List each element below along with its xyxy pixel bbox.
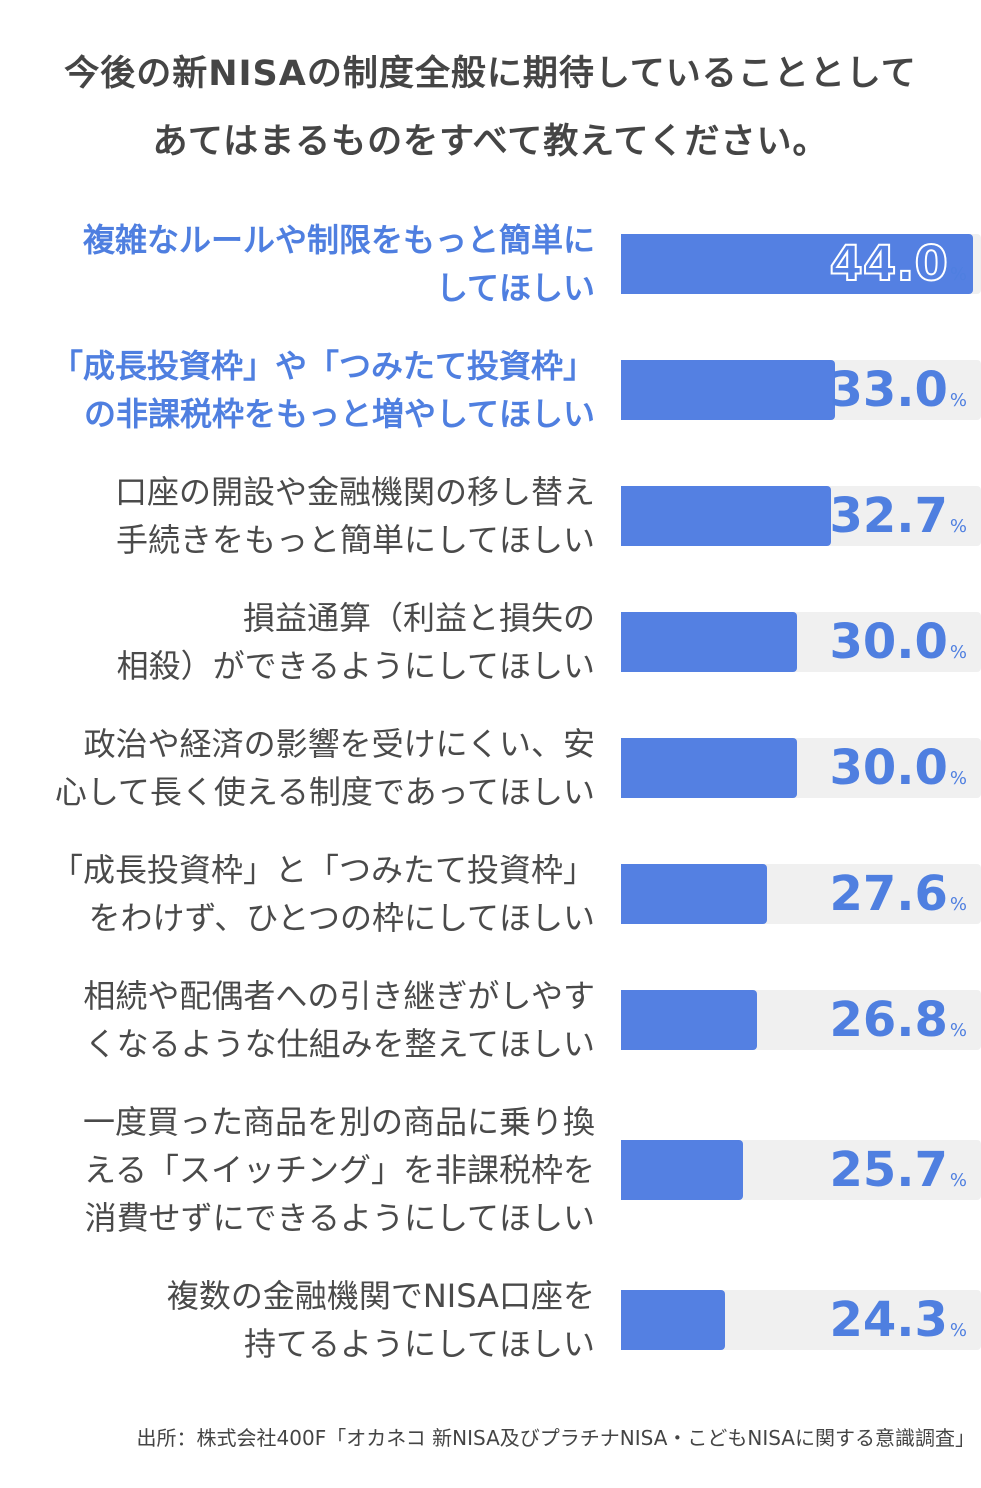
category-label: 政治や経済の影響を受けにくい、安心して長く使える制度であってほしい bbox=[55, 720, 595, 816]
bar-track: 24.3% bbox=[621, 1290, 981, 1350]
data-label-value: 25.7 bbox=[829, 1142, 948, 1198]
data-label-value: 30.0 bbox=[829, 614, 948, 670]
data-label-value: 33.0 bbox=[829, 362, 948, 418]
category-label: 「成長投資枠」や「つみたて投資枠」の非課税枠をもっと増やしてほしい bbox=[51, 342, 595, 438]
category-label-line: える「スイッチング」を非課税枠を bbox=[83, 1151, 595, 1189]
category-label-line: 損益通算（利益と損失の bbox=[242, 599, 595, 637]
category-label-line: 相続や配偶者への引き継ぎがしやす bbox=[83, 977, 595, 1015]
data-label-unit: % bbox=[949, 516, 967, 537]
data-label-value: 24.3 bbox=[829, 1292, 948, 1348]
bar-track: 25.7% bbox=[621, 1140, 981, 1200]
bar-track: 27.6% bbox=[621, 864, 981, 924]
data-label-value: 30.0 bbox=[829, 740, 948, 796]
category-label: 相続や配偶者への引き継ぎがしやす くなるような仕組みを整えてほしい bbox=[83, 972, 595, 1068]
category-label-line: 政治や経済の影響を受けにくい、安 bbox=[83, 725, 595, 763]
category-label-line: 心して長く使える制度であってほしい bbox=[54, 773, 595, 811]
data-label: 25.7% bbox=[829, 1142, 967, 1198]
category-label-line: 持てるようにしてほしい bbox=[243, 1325, 595, 1363]
category-label-line: 複数の金融機関でNISA口座を bbox=[166, 1277, 595, 1315]
data-label-value: 44.0 bbox=[828, 235, 948, 293]
category-label-line: 複雑なルールや制限をもっと簡単に bbox=[82, 221, 595, 259]
category-label: 「成長投資枠」と「つみたて投資枠」をわけず、ひとつの枠にしてほしい bbox=[51, 846, 595, 942]
title-line-2: あてはまるものをすべて教えてください。 bbox=[152, 122, 829, 162]
bar-track: 33.0% bbox=[621, 360, 981, 420]
data-label: 44.0% bbox=[828, 235, 967, 293]
bar-track: 44.0% bbox=[621, 234, 981, 294]
bar-track: 30.0% bbox=[621, 612, 981, 672]
data-label: 27.6% bbox=[829, 866, 967, 922]
bar-track: 30.0% bbox=[621, 738, 981, 798]
category-label: 損益通算（利益と損失の相殺）ができるようにしてほしい bbox=[117, 594, 595, 690]
data-label-unit: % bbox=[949, 768, 967, 789]
data-label-unit: % bbox=[949, 642, 967, 663]
data-label-unit: % bbox=[949, 1320, 967, 1341]
category-label: 一度買った商品を別の商品に乗り換 える「スイッチング」を非課税枠を 消費せずにできる… bbox=[83, 1098, 595, 1242]
data-label-unit: % bbox=[949, 1020, 967, 1041]
category-label-line: 「成長投資枠」と「つみたて投資枠」 bbox=[50, 851, 595, 889]
category-label-line: 「成長投資枠」や「つみたて投資枠」 bbox=[50, 347, 595, 385]
bar bbox=[621, 1290, 726, 1350]
data-label: 32.7% bbox=[829, 488, 967, 544]
data-label-value: 27.6 bbox=[829, 866, 948, 922]
bar bbox=[621, 612, 798, 672]
category-label: 複数の金融機関でNISA口座を持てるようにしてほしい bbox=[167, 1272, 595, 1368]
bar bbox=[621, 1140, 744, 1200]
title-line-1: 今後の新NISAの制度全般に期待していることとして bbox=[64, 54, 917, 94]
data-label: 24.3% bbox=[829, 1292, 967, 1348]
category-label-line: くなるような仕組みを整えてほしい bbox=[84, 1025, 595, 1063]
data-label-value: 32.7 bbox=[829, 488, 948, 544]
bar bbox=[621, 234, 974, 294]
category-label-line: 一度買った商品を別の商品に乗り換 bbox=[82, 1103, 595, 1141]
bar bbox=[621, 990, 757, 1050]
data-label: 33.0% bbox=[829, 362, 967, 418]
category-label: 複雑なルールや制限をもっと簡単にしてほしい bbox=[83, 216, 595, 312]
data-label: 30.0% bbox=[829, 740, 967, 796]
category-label: 口座の開設や金融機関の移し替え 手続きをもっと簡単にしてほしい bbox=[115, 468, 595, 564]
bar bbox=[621, 738, 798, 798]
category-label-line: の非課税枠をもっと増やしてほしい bbox=[83, 395, 595, 433]
chart-title: 今後の新NISAの制度全般に期待していることとして あてはまるものをすべて教えて… bbox=[0, 40, 981, 176]
data-label: 30.0% bbox=[829, 614, 967, 670]
bar bbox=[621, 864, 767, 924]
bar bbox=[621, 486, 832, 546]
category-label-line: 相殺）ができるようにしてほしい bbox=[116, 647, 595, 685]
bar bbox=[621, 360, 835, 420]
data-label-unit: % bbox=[949, 1170, 967, 1191]
bar-track: 26.8% bbox=[621, 990, 981, 1050]
data-label-unit: % bbox=[949, 390, 967, 411]
category-label-line: 口座の開設や金融機関の移し替え bbox=[114, 473, 595, 511]
category-label-line: をわけず、ひとつの枠にしてほしい bbox=[88, 899, 595, 937]
data-label-unit: % bbox=[949, 894, 967, 915]
data-label: 26.8% bbox=[829, 992, 967, 1048]
category-label-line: してほしい bbox=[435, 269, 595, 307]
source-note: 出所：株式会社400F「オカネコ 新NISA及びプラチナNISA・こどもNISA… bbox=[136, 1426, 975, 1450]
data-label-unit: % bbox=[949, 264, 967, 285]
category-label-line: 消費せずにできるようにしてほしい bbox=[84, 1199, 595, 1237]
data-label-value: 26.8 bbox=[829, 992, 948, 1048]
bar-track: 32.7% bbox=[621, 486, 981, 546]
category-label-line: 手続きをもっと簡単にしてほしい bbox=[115, 521, 595, 559]
